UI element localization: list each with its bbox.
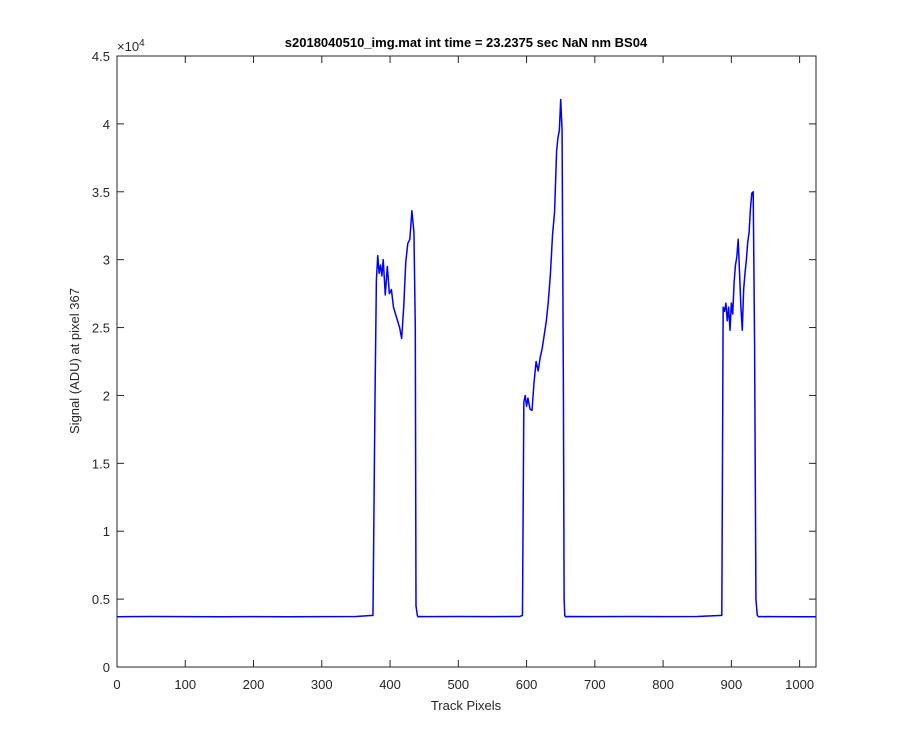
x-tick-label: 200 <box>243 677 265 692</box>
y-tick-label: 1.5 <box>92 456 110 471</box>
y-tick-label: 2.5 <box>92 321 110 336</box>
y-exponent-power: 4 <box>139 38 145 49</box>
axes-box <box>116 55 817 668</box>
y-tick-label: 3.5 <box>92 185 110 200</box>
y-axis-label: Signal (ADU) at pixel 367 <box>67 288 82 434</box>
x-tick-label: 900 <box>721 677 743 692</box>
x-tick-label: 300 <box>311 677 333 692</box>
x-tick-label: 700 <box>584 677 606 692</box>
y-tick-label: 0 <box>103 660 110 675</box>
x-axis-label: Track Pixels <box>431 698 502 713</box>
y-axis-exponent-label: ×104 <box>117 38 145 54</box>
x-tick-label: 1000 <box>785 677 814 692</box>
x-axis: 0 100 200 300 400 500 600 700 800 900 1000 <box>113 56 814 692</box>
x-tick-label: 500 <box>447 677 469 692</box>
plot-area <box>117 56 816 667</box>
y-tick-label: 4 <box>103 117 110 132</box>
x-tick-label: 100 <box>174 677 196 692</box>
y-axis: 0 0.5 1 1.5 2 2.5 3 3.5 4 4.5 <box>92 49 816 675</box>
y-exponent-base: ×10 <box>117 39 139 54</box>
y-tick-label: 0.5 <box>92 592 110 607</box>
y-tick-label: 3 <box>103 253 110 268</box>
x-tick-label: 0 <box>113 677 120 692</box>
x-tick-label: 400 <box>379 677 401 692</box>
y-tick-label: 4.5 <box>92 49 110 64</box>
series-layer <box>116 98 816 618</box>
x-tick-label: 800 <box>652 677 674 692</box>
y-tick-label: 1 <box>103 524 110 539</box>
series-line-1 <box>116 98 816 618</box>
x-tick-label: 600 <box>516 677 538 692</box>
y-tick-label: 2 <box>103 388 110 403</box>
chart-title: s2018040510_img.mat int time = 23.2375 s… <box>285 35 648 50</box>
